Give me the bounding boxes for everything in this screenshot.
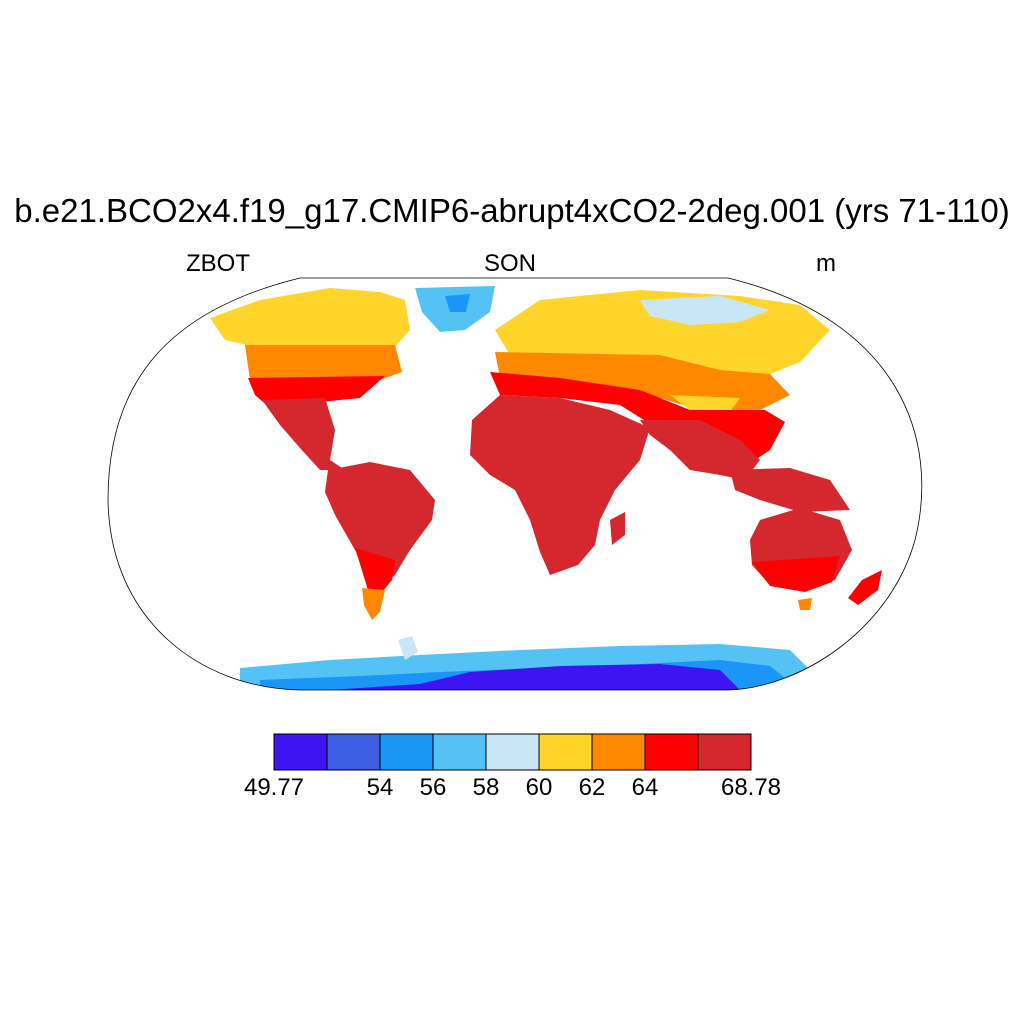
colorbar-swatch-7: [644, 733, 699, 771]
globe-outline: [107, 277, 923, 691]
north-america-orange: [245, 345, 402, 382]
antarctica-band-3: [330, 664, 740, 690]
colorbar-tick-label: 68.78: [720, 774, 782, 801]
south-asia: [640, 420, 760, 480]
africa: [470, 395, 650, 575]
map-title: b.e21.BCO2x4.f19_g17.CMIP6-abrupt4xCO2-2…: [14, 192, 1010, 229]
season-label: SON: [484, 250, 537, 277]
colorbar-swatch-2: [379, 733, 434, 771]
colorbar-tick-label: 62: [578, 774, 606, 801]
colorbar-swatch-3: [432, 733, 487, 771]
new-zealand: [848, 570, 882, 605]
colorbar-tick-label: 60: [525, 774, 553, 801]
units-label: m: [816, 250, 836, 277]
south-america-south: [355, 548, 395, 592]
colorbar-tick-label: 49.77: [243, 774, 305, 801]
south-america: [325, 462, 435, 585]
colorbar-tick-label: 56: [419, 774, 447, 801]
colorbar-swatch-6: [591, 733, 646, 771]
north-america-yellow: [210, 288, 410, 352]
patagonia: [362, 588, 385, 620]
eurasia-orange: [495, 352, 790, 410]
australia-south: [752, 556, 840, 592]
colorbar-swatch-8: [697, 733, 752, 771]
central-america: [262, 398, 345, 470]
colorbar-swatch-1: [326, 733, 381, 771]
variable-label: ZBOT: [186, 250, 250, 277]
colorbar-tick-label: 58: [472, 774, 500, 801]
colorbar-swatch-4: [485, 733, 540, 771]
antarctic-peninsula: [398, 636, 418, 660]
colorbar-tick-label: 54: [366, 774, 394, 801]
tibet-yellow: [670, 395, 740, 412]
colorbar-swatch-0: [273, 733, 328, 771]
colorbar-swatch-5: [538, 733, 593, 771]
maritime-continent: [730, 468, 850, 512]
tasmania: [798, 598, 812, 610]
colorbar-tick-label: 64: [631, 774, 659, 801]
siberia-cold: [640, 296, 770, 325]
greenland-core: [445, 294, 470, 312]
madagascar: [610, 512, 625, 545]
